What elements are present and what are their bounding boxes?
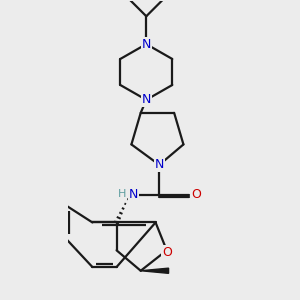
Polygon shape	[141, 268, 169, 273]
Text: N: N	[142, 38, 151, 51]
Text: N: N	[154, 158, 164, 171]
Text: H: H	[118, 189, 126, 199]
Text: O: O	[162, 246, 172, 259]
Text: O: O	[191, 188, 201, 201]
Text: N: N	[129, 188, 138, 201]
Text: N: N	[142, 93, 151, 106]
